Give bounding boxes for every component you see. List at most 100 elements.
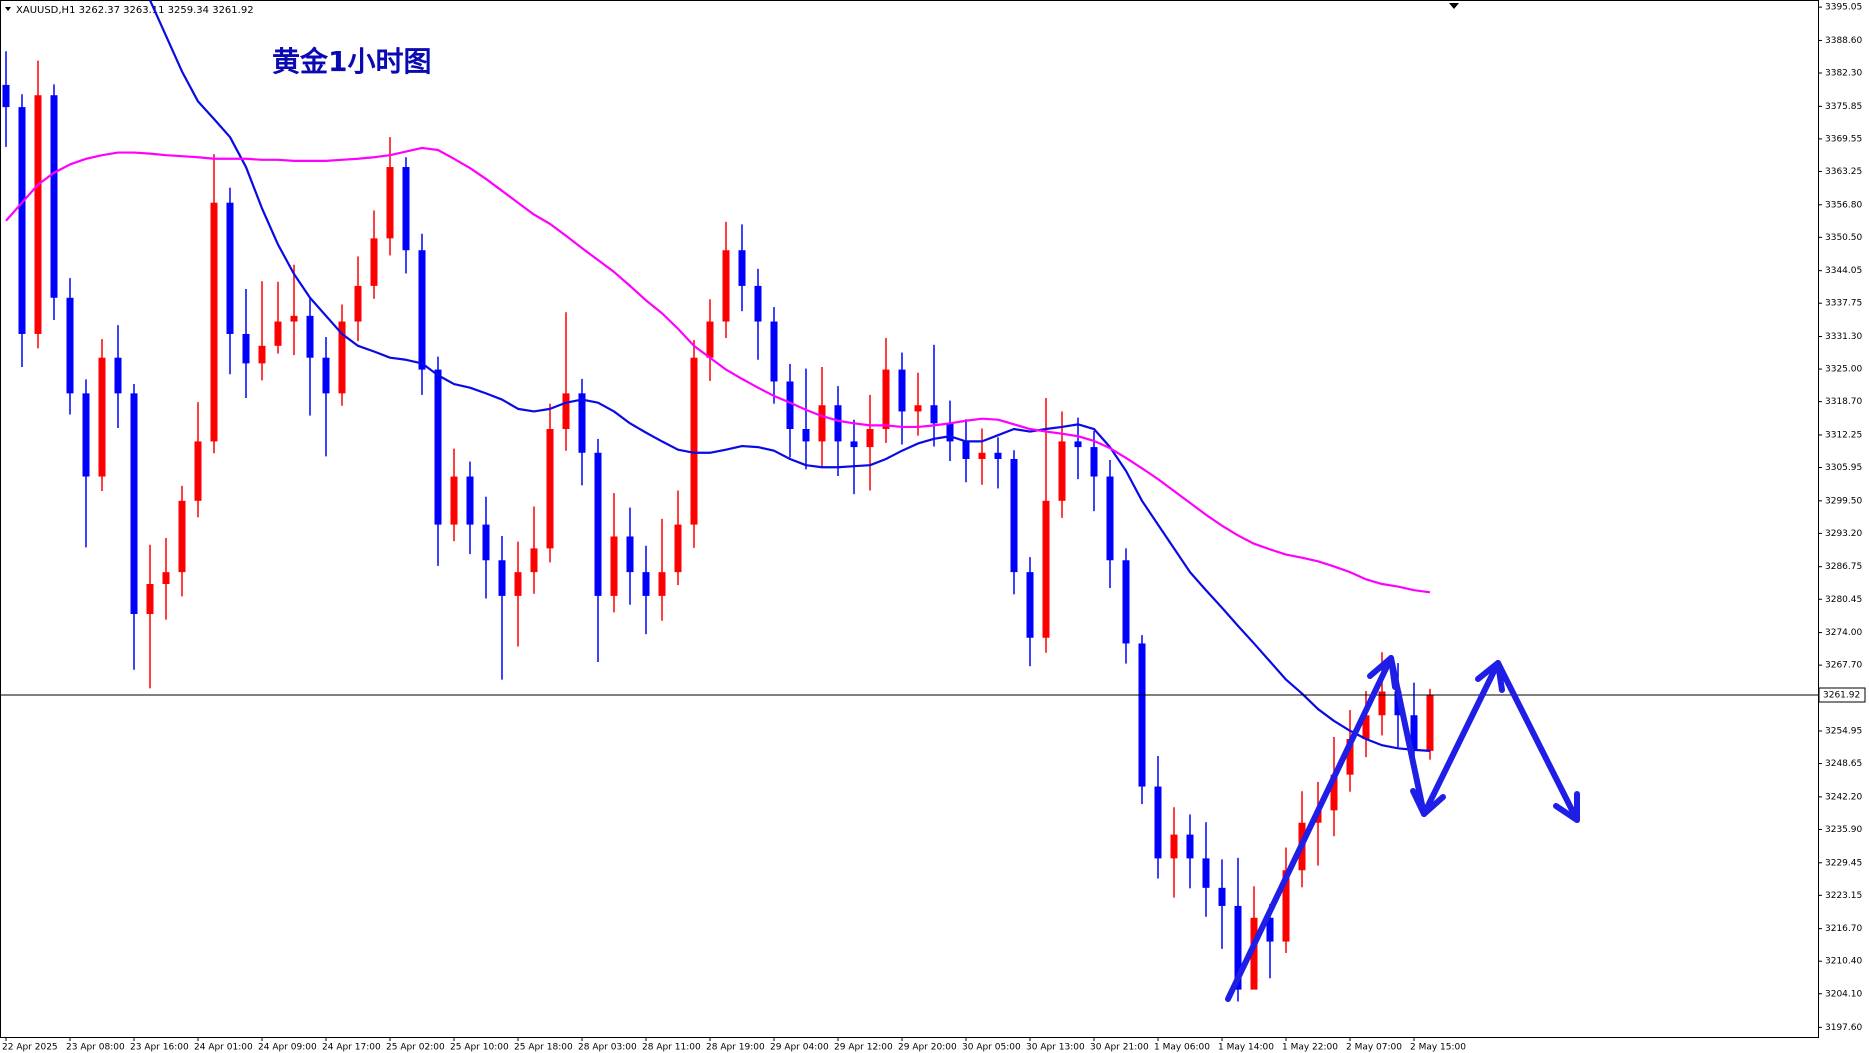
candle-body: [1122, 560, 1130, 644]
candle-body: [914, 405, 922, 412]
candle-body: [1138, 643, 1146, 787]
candle-body: [1106, 476, 1114, 561]
candle-body: [34, 95, 42, 334]
candle-body: [66, 297, 74, 394]
candle-body: [1266, 917, 1274, 942]
candle-body: [82, 393, 90, 477]
candle-body: [818, 405, 826, 442]
y-tick-label: 3325.00: [1825, 365, 1862, 375]
candle-body: [1330, 774, 1338, 811]
candle-body: [114, 357, 122, 394]
candle-body: [514, 572, 522, 596]
y-tick-label: 3375.85: [1825, 102, 1862, 112]
candle-body: [274, 321, 282, 346]
candle-body: [1090, 447, 1098, 477]
candle-body: [1250, 917, 1258, 990]
candle-body: [1410, 715, 1418, 751]
x-tick-label: 1 May 22:00: [1282, 1043, 1338, 1053]
y-tick-label: 3210.40: [1825, 957, 1862, 967]
y-tick-label: 3267.70: [1825, 661, 1862, 671]
y-tick-label: 3337.75: [1825, 299, 1862, 309]
y-tick-label: 3305.95: [1825, 463, 1862, 473]
x-tick-label: 30 Apr 05:00: [962, 1043, 1021, 1053]
candle-body: [258, 345, 266, 364]
candle-body: [722, 250, 730, 322]
y-tick-label: 3229.45: [1825, 858, 1862, 868]
candle-body: [642, 572, 650, 596]
y-tick-label: 3369.55: [1825, 134, 1862, 144]
candle-body: [1426, 695, 1434, 751]
shift-marker: [1449, 3, 1459, 9]
candle-body: [946, 423, 954, 442]
x-tick-label: 23 Apr 08:00: [66, 1043, 125, 1053]
candle-body: [1170, 834, 1178, 859]
y-tick-label: 3235.90: [1825, 825, 1862, 835]
moving-average: [148, 0, 1431, 753]
x-tick-label: 25 Apr 10:00: [450, 1043, 509, 1053]
y-tick-label: 3197.60: [1825, 1023, 1862, 1033]
candle-body: [770, 321, 778, 382]
candle-body: [322, 357, 330, 394]
candle-body: [546, 429, 554, 549]
x-tick-label: 1 May 14:00: [1218, 1043, 1274, 1053]
candle-body: [1042, 500, 1050, 638]
candle-body: [450, 476, 458, 525]
current-price-box: [1818, 687, 1866, 703]
candle-body: [354, 285, 362, 322]
candle-body: [898, 369, 906, 412]
y-tick-label: 3344.05: [1825, 266, 1862, 276]
candle-body: [434, 369, 442, 525]
candle-body: [738, 250, 746, 286]
x-tick-label: 24 Apr 09:00: [258, 1043, 317, 1053]
candle-body: [1282, 870, 1290, 942]
candle-body: [1010, 458, 1018, 573]
candle-body: [674, 524, 682, 573]
arrow-head: [1367, 655, 1398, 690]
y-tick-label: 3388.60: [1825, 36, 1862, 46]
candle-body: [370, 238, 378, 286]
x-tick-label: 2 May 15:00: [1410, 1043, 1466, 1053]
arrow-head: [1475, 660, 1505, 693]
candle-body: [882, 369, 890, 430]
candle-body: [146, 584, 154, 614]
y-tick-label: 3299.50: [1825, 496, 1862, 506]
x-tick-label: 29 Apr 20:00: [898, 1043, 957, 1053]
candle-body: [498, 560, 506, 596]
candle-body: [226, 202, 234, 334]
x-tick-label: 25 Apr 18:00: [514, 1043, 573, 1053]
x-tick-label: 25 Apr 02:00: [386, 1043, 445, 1053]
x-tick-label: 28 Apr 03:00: [578, 1043, 637, 1053]
candle-body: [834, 405, 842, 442]
candle-body: [1234, 905, 1242, 990]
candle-body: [530, 548, 538, 573]
y-tick-label: 3248.65: [1825, 759, 1862, 769]
x-tick-label: 24 Apr 17:00: [322, 1043, 381, 1053]
menu-marker: [5, 7, 11, 11]
x-tick-label: 29 Apr 12:00: [834, 1043, 893, 1053]
candle-body: [962, 441, 970, 459]
candle-body: [1362, 715, 1370, 740]
x-tick-label: 1 May 06:00: [1154, 1043, 1210, 1053]
candle-body: [994, 452, 1002, 459]
candle-body: [1154, 786, 1162, 859]
x-tick-label: 2 May 07:00: [1346, 1043, 1402, 1053]
candle-body: [402, 167, 410, 251]
y-tick-label: 3280.45: [1825, 595, 1862, 605]
candle-body: [1378, 691, 1386, 716]
candle-body: [178, 500, 186, 573]
y-tick-label: 3350.50: [1825, 233, 1862, 243]
candle-body: [626, 536, 634, 573]
candle-body: [930, 405, 938, 424]
candle-body: [2, 84, 10, 108]
y-tick-label: 3293.20: [1825, 529, 1862, 539]
candle-body: [978, 452, 986, 459]
y-tick-label: 3242.20: [1825, 792, 1862, 802]
forecast-arrows: [1225, 655, 1580, 1002]
candle-body: [466, 476, 474, 525]
candle-body: [98, 357, 106, 477]
x-tick-label: 24 Apr 01:00: [194, 1043, 253, 1053]
candle-body: [482, 524, 490, 561]
